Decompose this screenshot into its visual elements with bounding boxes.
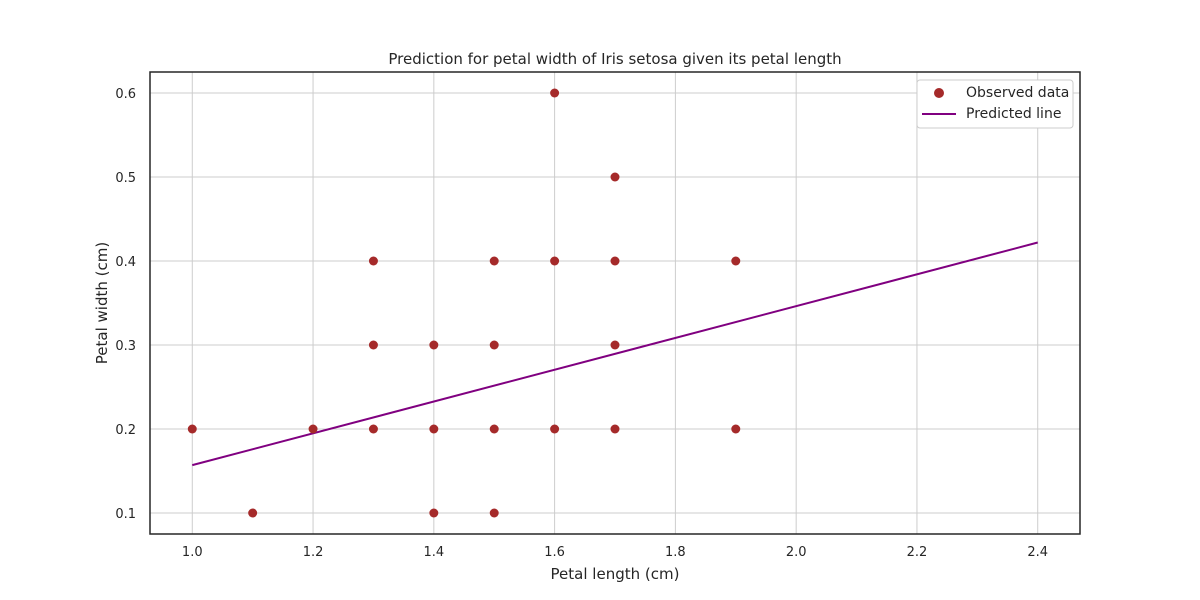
y-tick-label: 0.6 [115, 87, 136, 102]
data-point [610, 256, 620, 266]
y-tick-label: 0.5 [115, 171, 136, 186]
data-point [368, 256, 378, 266]
legend: Observed data Predicted line [916, 79, 1074, 129]
plot-area [149, 71, 1081, 535]
x-tick-label: 1.2 [303, 545, 324, 560]
legend-predicted-label: Predicted line [966, 106, 1061, 122]
y-tick-label: 0.1 [115, 507, 136, 522]
y-tick-label: 0.3 [115, 339, 136, 354]
legend-box [916, 79, 1074, 129]
y-axis-label: Petal width (cm) [93, 242, 111, 364]
x-tick-label: 2.2 [907, 545, 928, 560]
data-point [550, 88, 560, 98]
data-point [368, 340, 378, 350]
data-point [308, 424, 318, 434]
x-tick-label: 2.0 [786, 545, 807, 560]
legend-observed-label: Observed data [966, 85, 1069, 101]
x-tick-label: 1.8 [665, 545, 686, 560]
data-point [610, 172, 620, 182]
axes-frame [149, 71, 1081, 535]
x-axis-label: Petal length (cm) [551, 565, 680, 583]
data-point [489, 340, 499, 350]
data-point [429, 424, 439, 434]
data-point [248, 508, 258, 518]
scatter-points [187, 88, 741, 518]
data-point [489, 256, 499, 266]
data-point [368, 424, 378, 434]
data-point [489, 424, 499, 434]
data-point [610, 424, 620, 434]
predicted-line-layer [192, 241, 1038, 467]
x-tick-label: 1.4 [423, 545, 444, 560]
x-tick-label: 1.0 [182, 545, 203, 560]
y-tick-label: 0.4 [115, 255, 136, 270]
data-point [731, 256, 741, 266]
predicted-line [192, 241, 1038, 467]
legend-observed-marker [934, 88, 944, 98]
data-point [489, 508, 499, 518]
y-tick-label: 0.2 [115, 423, 136, 438]
chart-title: Prediction for petal width of Iris setos… [388, 50, 841, 68]
data-point [731, 424, 741, 434]
data-point [429, 508, 439, 518]
data-point [550, 424, 560, 434]
x-tick-label: 2.4 [1027, 545, 1048, 560]
y-axis-ticks: 0.1 0.2 0.3 0.4 0.5 0.6 [115, 87, 136, 522]
data-point [610, 340, 620, 350]
data-point [550, 256, 560, 266]
x-axis-ticks: 1.0 1.2 1.4 1.6 1.8 2.0 2.2 2.4 [182, 545, 1048, 560]
data-point [187, 424, 197, 434]
x-tick-label: 1.6 [544, 545, 565, 560]
data-point [429, 340, 439, 350]
